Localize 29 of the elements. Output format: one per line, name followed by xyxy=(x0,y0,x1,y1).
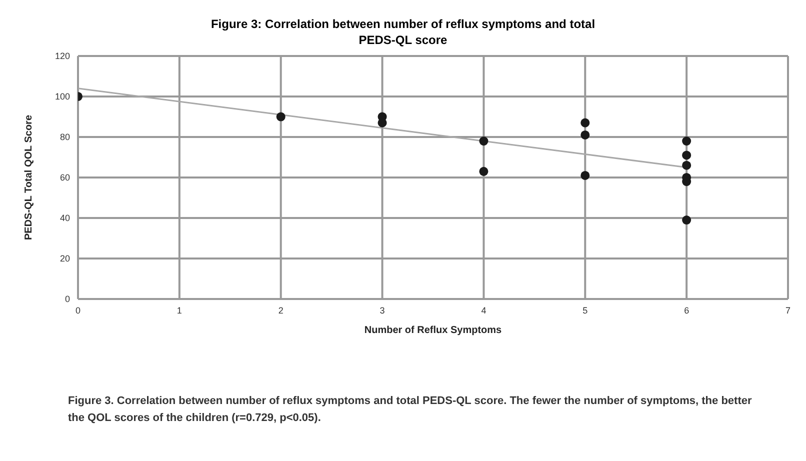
point xyxy=(682,160,692,170)
x-tick-label: 1 xyxy=(176,305,182,316)
point xyxy=(682,216,692,225)
point xyxy=(580,170,590,180)
point xyxy=(276,112,286,122)
x-tick-label: 4 xyxy=(481,305,486,316)
y-axis-title: PEDS-QL Total QOL Score xyxy=(24,114,35,240)
point xyxy=(580,118,590,128)
y-tick-label: 20 xyxy=(60,254,70,264)
x-axis-title: Number of Reflux Symptoms xyxy=(364,325,502,336)
point xyxy=(479,166,488,176)
y-tick-label: 0 xyxy=(64,294,70,304)
x-tick-label: 6 xyxy=(684,305,690,316)
y-tick-label: 120 xyxy=(54,51,70,62)
y-tick-label: 80 xyxy=(60,132,70,142)
x-tick-label: 7 xyxy=(785,305,791,316)
caption: Figure 3. Correlation between number of reflux symptoms and total PEDS-QL score. The fewer the number of symptoms, the better the QOL scores of the children (r=0.729, p<0.05). xyxy=(68,394,753,426)
point xyxy=(682,136,692,146)
x-tick-label: 3 xyxy=(380,305,385,316)
y-tick-label: 100 xyxy=(54,92,70,102)
chart-title: Figure 3: Correlation between number of reflux symptoms and total PEDS-QL score xyxy=(210,16,596,48)
y-tick-label: 40 xyxy=(60,213,70,224)
x-tick-label: 2 xyxy=(278,305,284,316)
point xyxy=(580,130,590,140)
y-tick-label: 60 xyxy=(60,172,70,183)
point xyxy=(682,150,692,160)
x-tick-label: 5 xyxy=(582,305,588,316)
x-tick-label: 0 xyxy=(75,305,81,316)
point xyxy=(479,136,488,146)
